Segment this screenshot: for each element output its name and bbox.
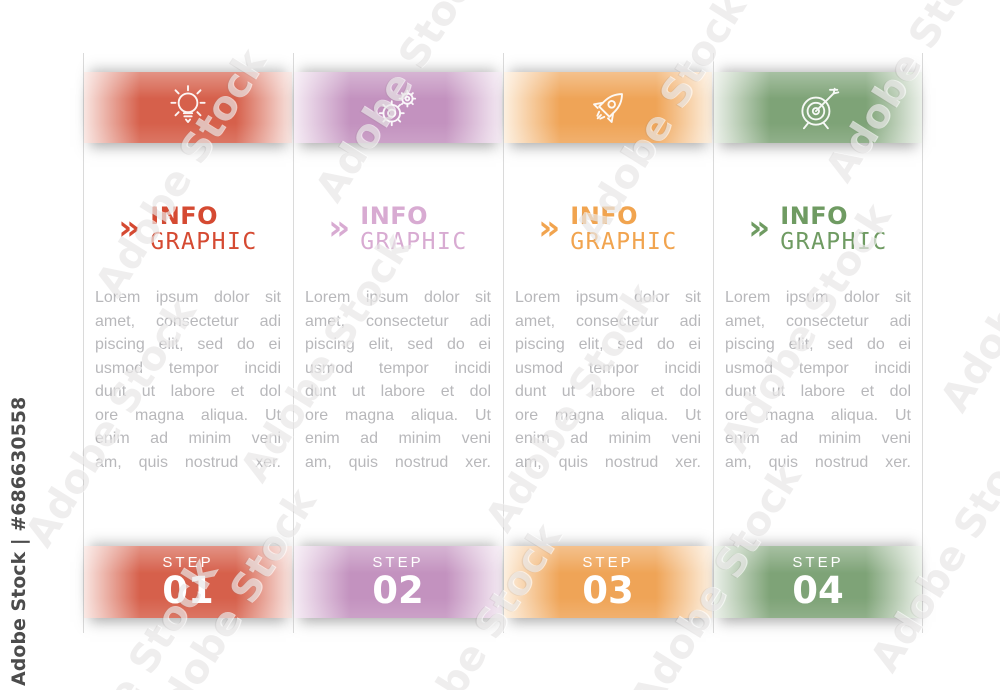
- infographic-column-4: » INFO GRAPHIC Lorem ipsum dolor sit ame…: [713, 53, 923, 633]
- infographic-column-1: » INFO GRAPHIC Lorem ipsum dolor sit ame…: [83, 53, 292, 633]
- body-paragraph: Lorem ipsum dolor sit amet, consectetur …: [515, 286, 701, 474]
- step-band-4: STEP 04: [714, 546, 922, 618]
- stock-id-watermark: Adobe Stock | #686630558: [8, 396, 30, 686]
- step-band-3: STEP 03: [504, 546, 712, 618]
- title-graphic: GRAPHIC: [780, 229, 888, 255]
- body-line: Lorem ipsum dolor sit: [305, 289, 491, 306]
- body-line: usmod tempor incidi: [515, 359, 701, 377]
- title-info: INFO: [150, 202, 219, 230]
- body-line: ore magna aliqua. Ut: [95, 406, 281, 424]
- body-line: Lorem ipsum dolor sit: [95, 289, 281, 306]
- body-line: ore magna aliqua. Ut: [725, 406, 911, 424]
- adobe-stock-watermark: Adobe Stock: [931, 156, 1000, 420]
- body-line: enim ad minim veni: [95, 430, 281, 447]
- heading-block-1: » INFO GRAPHIC: [84, 203, 292, 255]
- gears-icon: [378, 89, 417, 126]
- infographic-column-3: » INFO GRAPHIC Lorem ipsum dolor sit ame…: [503, 53, 712, 633]
- title-graphic: GRAPHIC: [570, 229, 678, 255]
- body-line: amet, consectetur adi: [95, 312, 281, 330]
- header-band-3: [504, 72, 712, 143]
- step-number: 04: [792, 568, 844, 612]
- rocket-icon: [593, 92, 623, 123]
- body-line: usmod tempor incidi: [305, 359, 491, 377]
- body-line: am, quis nostrud xer.: [305, 453, 491, 471]
- body-line: dunt ut labore et dol: [95, 383, 281, 400]
- step-number: 01: [162, 568, 214, 612]
- header-band-1: [84, 72, 292, 143]
- body-line: Lorem ipsum dolor sit: [725, 289, 911, 306]
- title-info: INFO: [780, 202, 849, 230]
- heading-block-2: » INFO GRAPHIC: [294, 203, 502, 255]
- body-line: amet, consectetur adi: [305, 312, 491, 330]
- step-number: 02: [372, 568, 424, 612]
- body-line: usmod tempor incidi: [95, 359, 281, 377]
- infographic-column-2: » INFO GRAPHIC Lorem ipsum dolor sit ame…: [293, 53, 502, 633]
- header-band-4: [714, 72, 922, 143]
- chevron-right-icon: »: [118, 208, 141, 248]
- step-label: STEP: [162, 553, 214, 571]
- body-line: piscing elit, sed do ei: [725, 336, 911, 353]
- step-band-2: STEP 02: [294, 546, 502, 618]
- body-line: am, quis nostrud xer.: [725, 453, 911, 471]
- body-line: amet, consectetur adi: [725, 312, 911, 330]
- body-line: enim ad minim veni: [305, 430, 491, 447]
- body-paragraph: Lorem ipsum dolor sit amet, consectetur …: [95, 286, 281, 474]
- body-line: dunt ut labore et dol: [725, 383, 911, 400]
- step-band-1: STEP 01: [84, 546, 292, 618]
- chevron-right-icon: »: [328, 208, 351, 248]
- lightbulb-icon: [170, 84, 206, 123]
- body-paragraph: Lorem ipsum dolor sit amet, consectetur …: [725, 286, 911, 474]
- body-line: amet, consectetur adi: [515, 312, 701, 330]
- title-graphic: GRAPHIC: [360, 229, 468, 255]
- body-line: usmod tempor incidi: [725, 359, 911, 377]
- heading-block-3: » INFO GRAPHIC: [504, 203, 712, 255]
- title-info: INFO: [570, 202, 639, 230]
- body-line: enim ad minim veni: [515, 430, 701, 447]
- body-line: ore magna aliqua. Ut: [515, 406, 701, 424]
- header-band-2: [294, 72, 502, 143]
- step-label: STEP: [582, 553, 634, 571]
- title-info: INFO: [360, 202, 429, 230]
- body-line: dunt ut labore et dol: [515, 383, 701, 400]
- body-line: Lorem ipsum dolor sit: [515, 289, 701, 306]
- title-graphic: GRAPHIC: [150, 229, 258, 255]
- body-line: piscing elit, sed do ei: [95, 336, 281, 353]
- body-line: piscing elit, sed do ei: [515, 336, 701, 353]
- body-paragraph: Lorem ipsum dolor sit amet, consectetur …: [305, 286, 491, 474]
- chevron-right-icon: »: [538, 208, 561, 248]
- adobe-stock-watermark: Adobe Stock: [992, 541, 1000, 690]
- body-line: am, quis nostrud xer.: [515, 453, 701, 471]
- step-label: STEP: [792, 553, 844, 571]
- target-icon: [801, 87, 840, 129]
- body-line: am, quis nostrud xer.: [95, 453, 281, 471]
- heading-block-4: » INFO GRAPHIC: [714, 203, 922, 255]
- step-number: 03: [582, 568, 634, 612]
- step-label: STEP: [372, 553, 424, 571]
- body-line: piscing elit, sed do ei: [305, 336, 491, 353]
- body-line: ore magna aliqua. Ut: [305, 406, 491, 424]
- chevron-right-icon: »: [748, 208, 771, 248]
- body-line: dunt ut labore et dol: [305, 383, 491, 400]
- body-line: enim ad minim veni: [725, 430, 911, 447]
